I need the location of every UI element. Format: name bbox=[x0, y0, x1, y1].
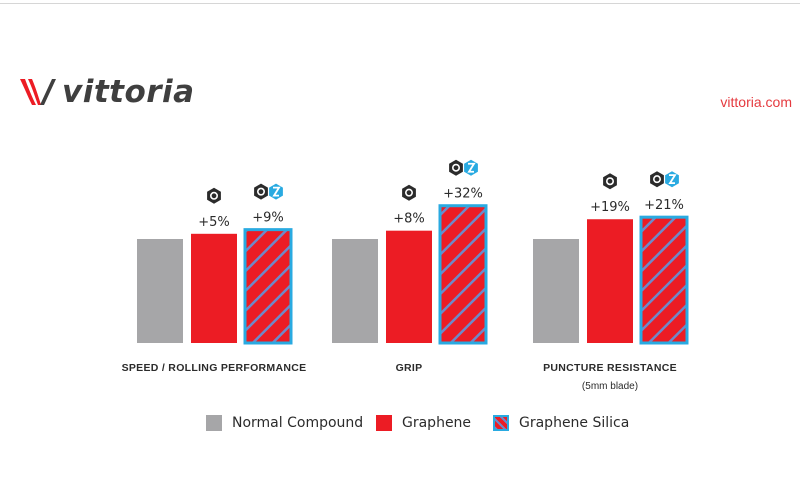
category-label-0: SPEED / ROLLING PERFORMANCE bbox=[122, 362, 307, 374]
legend-item-graphene-silica: Graphene Silica bbox=[493, 411, 629, 435]
category-note-2: (5mm blade) bbox=[582, 381, 638, 392]
graphene-silica-icon-2 bbox=[650, 171, 679, 188]
chart-legend: Normal Compound Graphene Graphene Silica bbox=[0, 411, 800, 435]
top-divider bbox=[0, 3, 800, 4]
website-link[interactable]: vittoria.com bbox=[720, 94, 792, 110]
data-label-graphene-1: +8% bbox=[393, 212, 425, 227]
data-label-graphene-0: +5% bbox=[198, 215, 230, 230]
data-label-graphene-silica-1: +32% bbox=[443, 187, 483, 202]
legend-label-graphene: Graphene bbox=[402, 415, 472, 431]
graphene-icon-1 bbox=[402, 184, 416, 201]
brand-logo: vittoria bbox=[18, 74, 195, 110]
bar-normal-compound-2 bbox=[533, 239, 579, 343]
bar-graphene-2 bbox=[587, 219, 633, 343]
data-label-graphene-silica-2: +21% bbox=[644, 198, 684, 213]
graphene-silica-icon-0 bbox=[254, 183, 283, 200]
graphene-silica-icon-1 bbox=[449, 159, 478, 176]
category-label-2: PUNCTURE RESISTANCE bbox=[543, 362, 677, 374]
bar-graphene-silica-1 bbox=[438, 204, 488, 345]
legend-label-normal: Normal Compound bbox=[232, 415, 364, 431]
legend-label-graphene-silica: Graphene Silica bbox=[519, 415, 630, 431]
bar-graphene-silica-0 bbox=[243, 228, 293, 345]
bar-graphene-1 bbox=[386, 230, 432, 343]
bar-normal-compound-1 bbox=[332, 239, 378, 343]
vittoria-logo-icon bbox=[20, 79, 56, 105]
graphene-icon-0 bbox=[207, 187, 221, 204]
legend-swatch-graphene bbox=[376, 415, 392, 431]
legend-swatch-normal bbox=[206, 415, 222, 431]
legend-item-graphene: Graphene bbox=[376, 411, 471, 435]
data-label-graphene-2: +19% bbox=[590, 200, 630, 215]
bar-graphene-silica-2 bbox=[639, 215, 689, 345]
category-label-1: GRIP bbox=[396, 362, 423, 374]
bar-normal-compound-0 bbox=[137, 239, 183, 343]
brand-name: vittoria bbox=[62, 74, 195, 110]
legend-swatch-graphene-silica bbox=[493, 415, 509, 431]
legend-item-normal: Normal Compound bbox=[206, 411, 363, 435]
bar-graphene-0 bbox=[191, 233, 237, 343]
graphene-icon-2 bbox=[603, 173, 617, 190]
data-label-graphene-silica-0: +9% bbox=[252, 211, 284, 226]
